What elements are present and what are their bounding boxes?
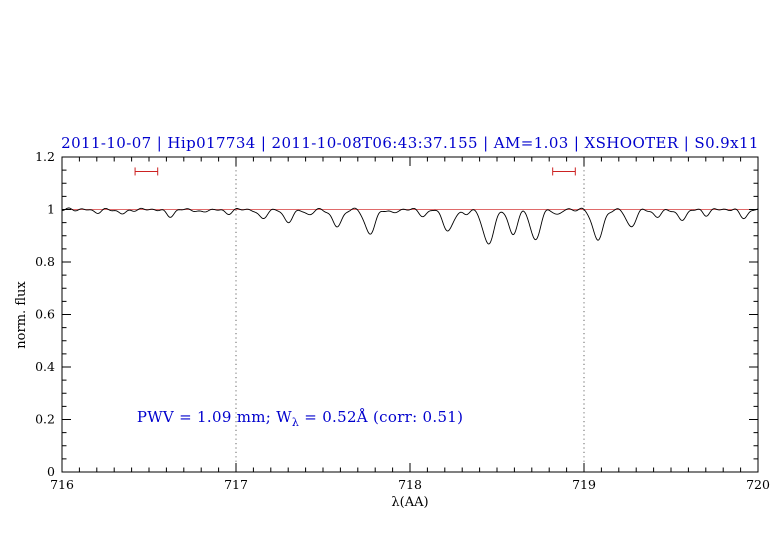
spectrum-line — [61, 207, 759, 245]
pwv-annotation-subscript: λ — [292, 416, 299, 429]
x-tick-label: 716 — [50, 477, 74, 492]
y-tick-label: 0.6 — [35, 307, 55, 322]
y-tick-label: 0 — [47, 464, 55, 479]
plot-content-layer — [61, 157, 759, 472]
x-tick-label: 719 — [572, 477, 596, 492]
plot-title: 2011-10-07 | Hip017734 | 2011-10-08T06:4… — [61, 134, 759, 152]
y-axis-label: norm. flux — [14, 281, 29, 349]
range-marker — [134, 167, 159, 176]
x-tick-label: 718 — [398, 477, 422, 492]
axes-ticks-layer: 716 717 718 719 720 0 0.2 0.4 0.6 0.8 1 1.2 — [35, 149, 770, 492]
y-tick-label: 0.2 — [35, 412, 55, 427]
x-tick-label: 720 — [746, 477, 770, 492]
x-axis-label: λ(AA) — [391, 495, 428, 510]
y-tick-label: 0.8 — [35, 254, 55, 269]
pwv-annotation-part2: = 0.52Å (corr: 0.51) — [299, 408, 463, 426]
x-tick-label: 717 — [224, 477, 248, 492]
pwv-annotation: PWV = 1.09 mm; Wλ = 0.52Å (corr: 0.51) — [137, 408, 464, 429]
range-marker — [552, 167, 576, 176]
y-tick-label: 0.4 — [35, 359, 55, 374]
y-tick-label: 1.2 — [35, 149, 55, 164]
y-tick-label: 1 — [47, 202, 55, 217]
pwv-annotation-part1: PWV = 1.09 mm; W — [137, 408, 292, 426]
